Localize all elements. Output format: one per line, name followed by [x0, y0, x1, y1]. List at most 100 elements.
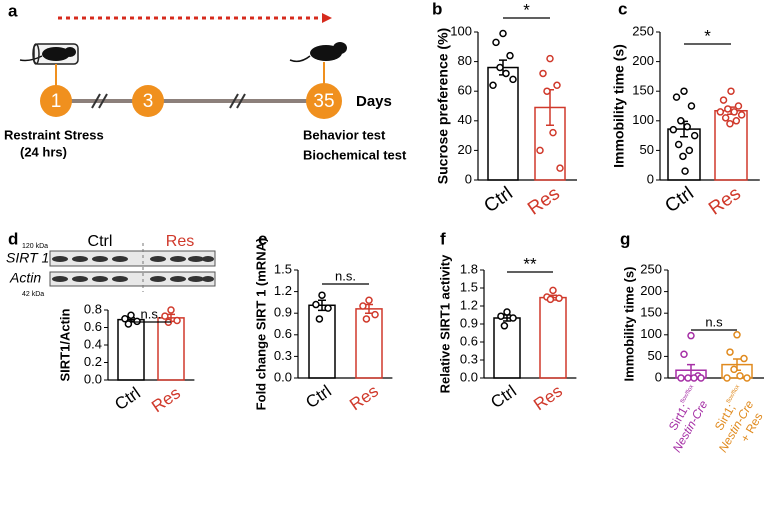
data-point	[726, 120, 734, 128]
data-point	[727, 87, 735, 95]
bar	[308, 304, 336, 379]
data-point	[133, 317, 141, 326]
data-point	[509, 75, 517, 84]
data-point	[555, 294, 563, 302]
data-point	[716, 108, 725, 116]
y-tick-label: 0.6	[460, 333, 478, 348]
category-label: Res	[705, 183, 745, 220]
data-point	[492, 38, 500, 47]
data-point	[743, 374, 751, 382]
significance: n.s	[705, 314, 723, 329]
y-tick-label: 1.5	[460, 279, 478, 294]
blot-size: 120 kDa	[22, 243, 48, 250]
data-point	[503, 308, 511, 316]
arrow-head	[322, 13, 332, 23]
y-tick-label: 100	[640, 326, 662, 341]
blot-size: 42 kDa	[22, 291, 44, 298]
data-point	[677, 374, 685, 382]
data-point	[365, 296, 373, 304]
note: Behavior test	[303, 127, 386, 142]
y-tick-label: 1.5	[274, 261, 292, 276]
restraint-icon	[19, 43, 79, 86]
y-tick-label: 250	[640, 261, 662, 276]
data-point	[496, 63, 504, 72]
category-label: Ctrl	[302, 381, 335, 412]
data-point	[672, 93, 681, 101]
data-point	[737, 111, 746, 119]
data-point	[500, 322, 509, 330]
significance: *	[704, 26, 711, 45]
category-sup: flox/flox	[680, 384, 695, 405]
note: (24 hrs)	[20, 144, 67, 159]
y-tick-label: 0	[655, 369, 662, 384]
y-tick-label: 150	[640, 305, 662, 320]
data-point	[549, 286, 557, 295]
y-tick-label: 0.9	[274, 305, 292, 320]
data-point	[173, 316, 181, 325]
data-point	[315, 315, 324, 323]
timeline-nodes	[40, 83, 342, 119]
data-point	[127, 311, 135, 319]
category-label: Res	[346, 381, 382, 414]
y-tick-label: 0.4	[84, 336, 102, 351]
node-label: 3	[143, 91, 154, 112]
blot-row: SIRT 1	[6, 250, 49, 266]
data-point	[721, 114, 730, 122]
y-tick-label: 200	[640, 283, 662, 298]
data-point	[730, 108, 738, 116]
y-tick-label: 50	[640, 142, 654, 157]
panel-label: e	[258, 229, 267, 248]
blot-row: Actin	[9, 270, 41, 286]
significance: *	[523, 0, 530, 19]
y-tick-label: 100	[450, 23, 472, 38]
data-point	[546, 54, 554, 63]
category-label: Res	[524, 183, 564, 220]
data-point	[679, 152, 687, 161]
y-tick-label: 0.6	[274, 326, 292, 341]
mouse-icon	[289, 42, 347, 84]
data-point	[736, 372, 744, 380]
blot-group: Res	[166, 233, 194, 250]
data-point	[502, 69, 510, 78]
data-point	[362, 315, 371, 323]
data-point	[161, 312, 169, 320]
data-point	[690, 374, 698, 382]
data-point	[359, 302, 367, 310]
break-marks	[91, 93, 246, 109]
y-tick-label: 1.8	[460, 261, 478, 276]
data-point	[324, 304, 332, 312]
y-tick-label: 0.6	[84, 319, 102, 334]
data-point	[489, 81, 497, 90]
y-axis-label: Relative SIRT1 activity	[437, 254, 452, 393]
bar	[117, 318, 145, 381]
data-point	[726, 348, 734, 356]
data-point	[167, 306, 175, 314]
data-point	[697, 374, 705, 382]
panel-label: f	[440, 229, 446, 248]
data-point	[687, 331, 695, 340]
data-point	[734, 102, 743, 110]
data-point	[553, 81, 561, 90]
data-point	[732, 117, 741, 125]
data-point	[497, 312, 505, 320]
panel-label: a	[8, 1, 18, 20]
data-point	[690, 131, 699, 140]
data-point	[674, 140, 683, 149]
data-point	[719, 96, 728, 104]
y-tick-label: 60	[458, 83, 472, 98]
y-tick-label: 40	[458, 112, 472, 127]
y-axis-label: Immobility time (s)	[621, 267, 636, 382]
y-tick-label: 0	[465, 171, 472, 186]
panel-label: c	[618, 0, 627, 18]
y-tick-label: 250	[632, 23, 654, 38]
y-tick-label: 0.0	[274, 369, 292, 384]
data-point	[543, 87, 551, 95]
data-point	[724, 105, 732, 113]
node-label: 1	[51, 91, 62, 112]
data-point	[556, 164, 564, 172]
data-point	[499, 29, 507, 38]
data-point	[730, 365, 738, 374]
y-tick-label: 0.3	[460, 351, 478, 366]
